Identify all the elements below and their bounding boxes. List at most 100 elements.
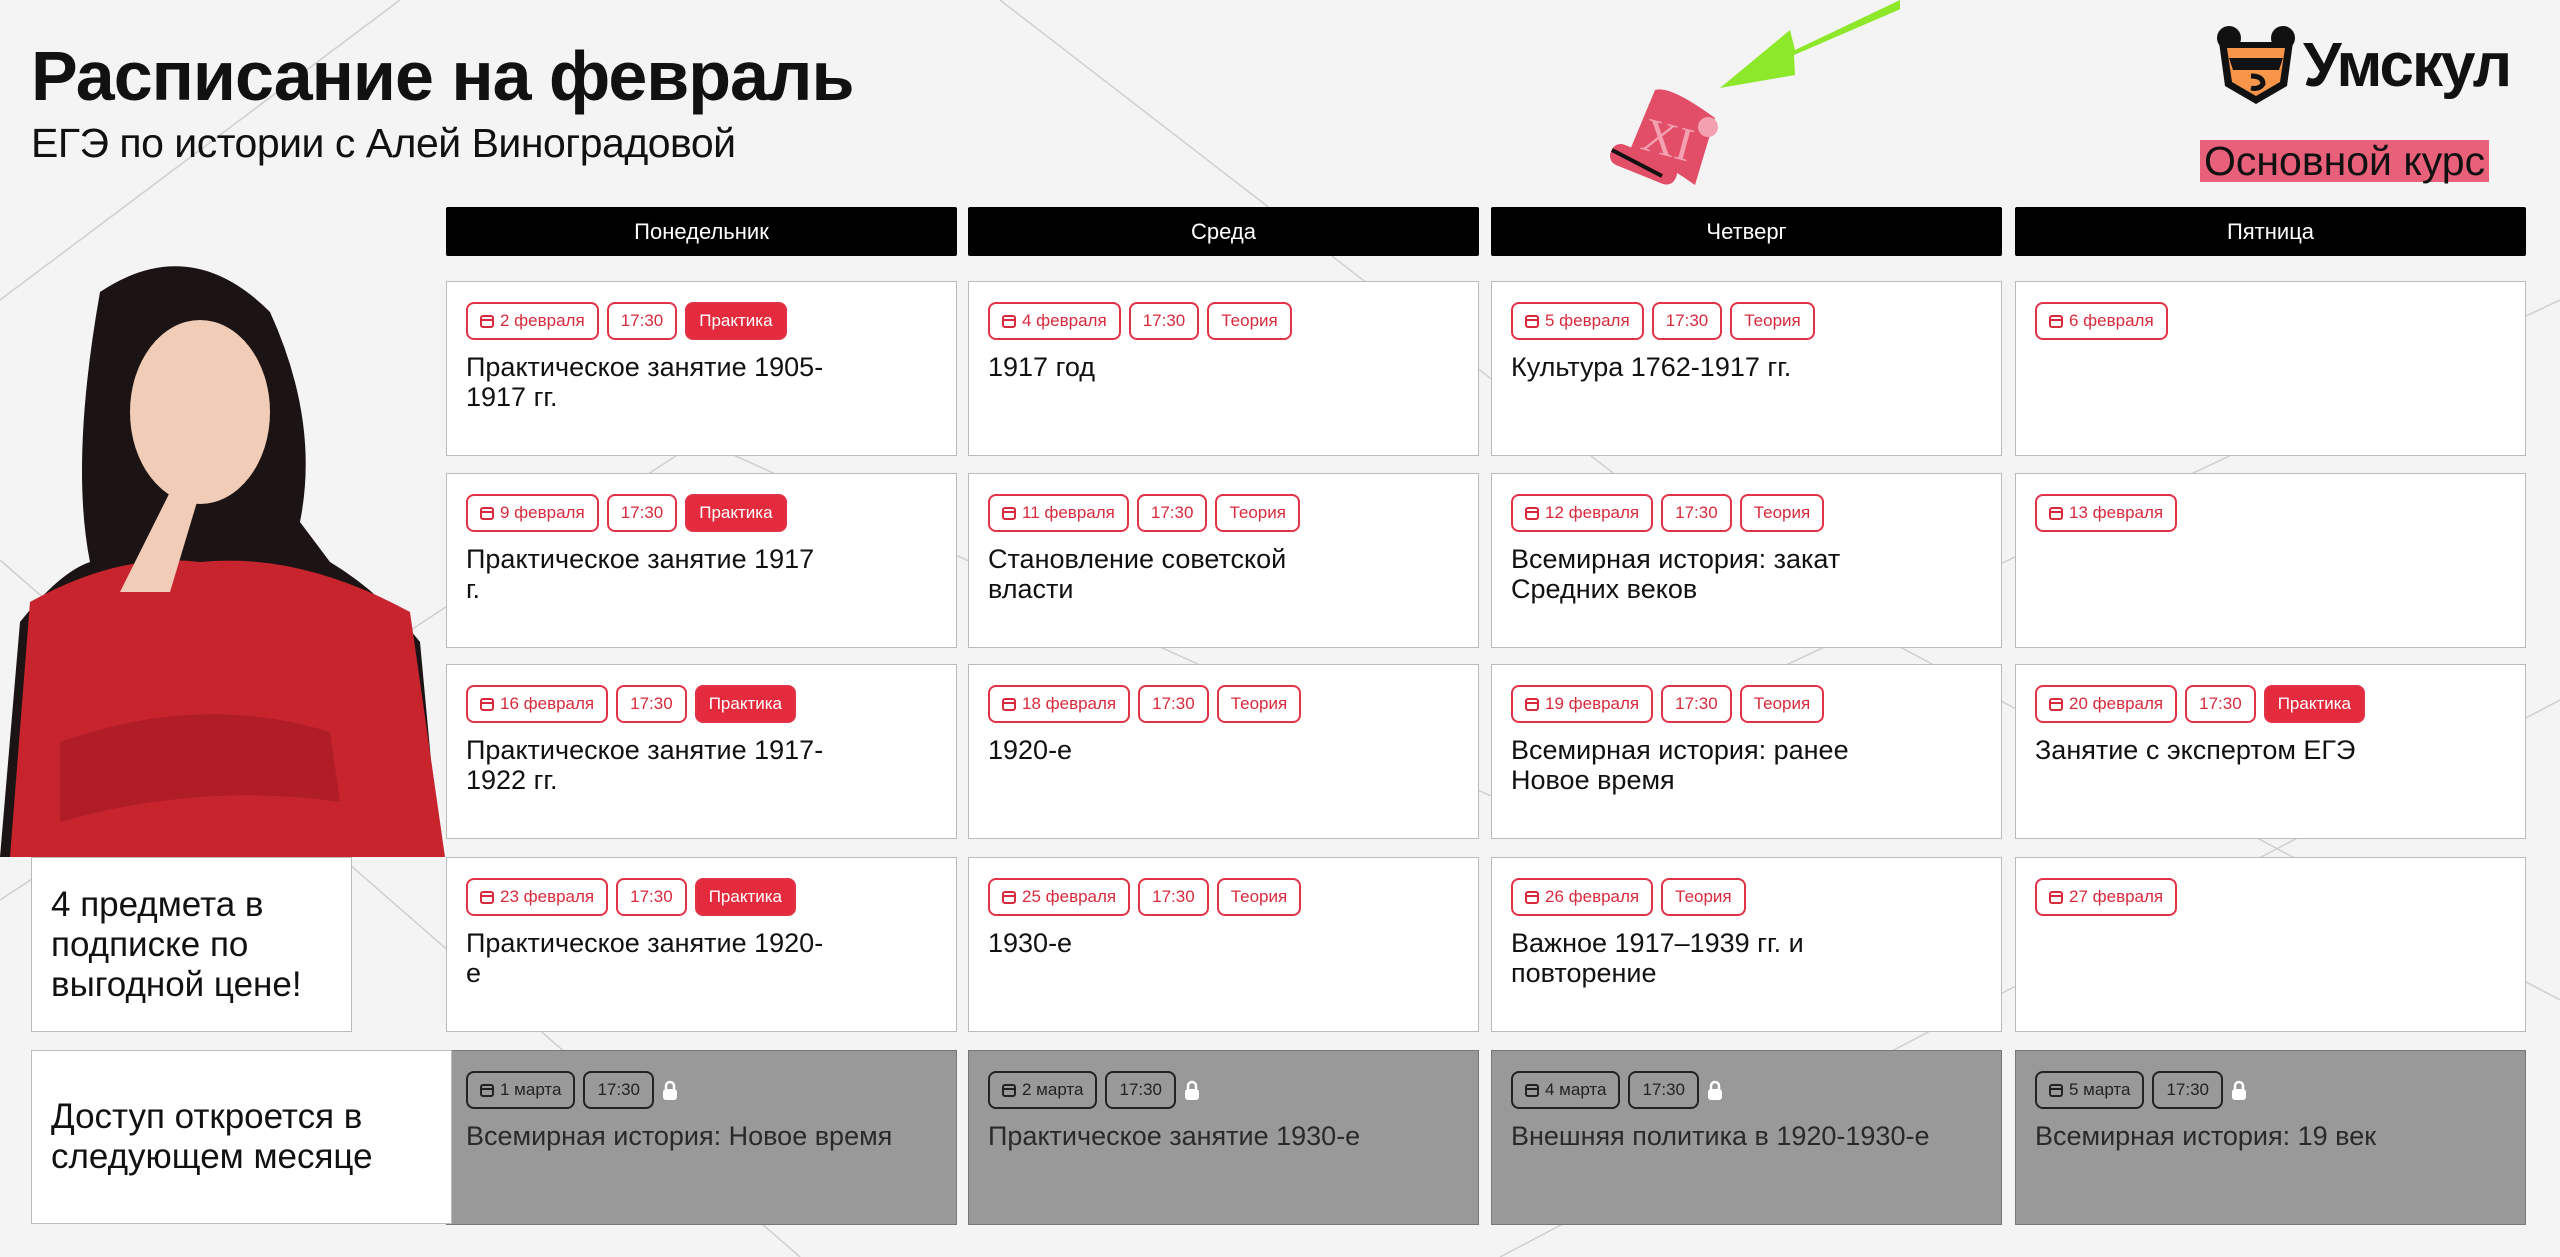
time-badge: 17:30 <box>606 494 678 532</box>
date-badge: 25 февраля <box>988 878 1131 916</box>
time-badge: 17:30 <box>1105 1071 1176 1109</box>
lesson-card[interactable]: 9 февраля 17:30 Практика Практическое занят… <box>446 473 957 648</box>
date-text: 5 февраля <box>1545 311 1630 330</box>
date-badge: 20 февраля <box>2035 685 2178 723</box>
date-badge: 2 февраля <box>466 302 599 340</box>
date-text: 1 марта <box>500 1080 562 1099</box>
page-title: Расписание на февраль <box>31 37 854 115</box>
type-badge: Практика <box>694 685 796 723</box>
calendar-icon <box>2049 506 2063 520</box>
time-badge: 17:30 <box>1628 1071 1699 1109</box>
type-badge: Практика <box>685 494 787 532</box>
lesson-title: 1930-е <box>988 928 1073 958</box>
lesson-title: Культура 1762-1917 гг. <box>1511 352 1792 382</box>
lesson-tags: 6 февраля <box>2035 302 2525 340</box>
subscription-promo[interactable]: 4 предмета в подписке по выгодной цене! <box>31 857 352 1032</box>
teacher-photo <box>0 266 445 857</box>
date-badge: 4 февраля <box>988 302 1121 340</box>
lesson-tags: 4 марта 17:30 <box>1511 1071 2001 1109</box>
lesson-card[interactable]: 26 февраля Теория Важное 1917–1939 гг. и п… <box>1491 857 2002 1032</box>
calendar-icon <box>1525 314 1539 328</box>
lesson-tags: 9 февраля 17:30 Практика <box>466 494 956 532</box>
bear-logo-icon <box>2217 26 2295 104</box>
date-badge: 26 февраля <box>1511 878 1654 916</box>
date-badge: 27 февраля <box>2035 878 2178 916</box>
lesson-title: 1920-е <box>988 735 1073 765</box>
locked-lesson-card[interactable]: 2 марта 17:30 Практическое занятие 1930-е <box>968 1050 1479 1225</box>
calendar-icon <box>1002 890 1016 904</box>
lesson-card[interactable]: 12 февраля 17:30 Теория Всемирная история: … <box>1491 473 2002 648</box>
time-badge: 17:30 <box>606 302 678 340</box>
date-text: 12 февраля <box>1545 503 1640 522</box>
date-text: 18 февраля <box>1022 694 1117 713</box>
lesson-card[interactable]: 6 февраля <box>2015 281 2526 456</box>
lesson-title: Практическое занятие 1905-1917 гг. <box>466 352 824 412</box>
time-badge: 17:30 <box>1651 302 1723 340</box>
lesson-card[interactable]: 23 февраля 17:30 Практика Практическое заня… <box>446 857 957 1032</box>
date-text: 9 февраля <box>500 503 585 522</box>
lesson-title: Становление советской власти <box>988 544 1287 604</box>
date-badge: 6 февраля <box>2035 302 2168 340</box>
lesson-card[interactable]: 18 февраля 17:30 Теория 1920-е <box>968 664 1479 839</box>
scroll-icon: XI <box>1609 89 1718 185</box>
lesson-tags: 5 марта 17:30 <box>2035 1071 2525 1109</box>
type-badge: Теория <box>1730 302 1815 340</box>
lock-icon <box>662 1080 678 1100</box>
locked-lesson-card[interactable]: 1 марта 17:30 Всемирная история: Новое вре… <box>446 1050 957 1225</box>
lesson-card[interactable]: 19 февраля 17:30 Теория Всемирная история: … <box>1491 664 2002 839</box>
date-badge: 19 февраля <box>1511 685 1654 723</box>
time-badge: 17:30 <box>1128 302 1200 340</box>
lesson-tags: 1 марта 17:30 <box>466 1071 956 1109</box>
locked-lesson-card[interactable]: 4 марта 17:30 Внешняя политика в 1920-1930… <box>1491 1050 2002 1225</box>
calendar-icon <box>2049 1083 2063 1097</box>
date-text: 13 февраля <box>2069 503 2164 522</box>
lesson-card[interactable]: 27 февраля <box>2015 857 2526 1032</box>
date-badge: 5 февраля <box>1511 302 1644 340</box>
lesson-card[interactable]: 20 февраля 17:30 Практика Занятие с эксперт… <box>2015 664 2526 839</box>
date-text: 19 февраля <box>1545 694 1640 713</box>
lesson-card[interactable]: 11 февраля 17:30 Теория Становление советск… <box>968 473 1479 648</box>
lesson-card[interactable]: 16 февраля 17:30 Практика Практическое заня… <box>446 664 957 839</box>
date-badge: 4 марта <box>1511 1071 1621 1109</box>
calendar-icon <box>2049 890 2063 904</box>
lesson-title: Практическое занятие 1920-е <box>466 928 824 988</box>
lesson-tags: 12 февраля 17:30 Теория <box>1511 494 2001 532</box>
lesson-title: Практическое занятие 1917 г. <box>466 544 815 604</box>
lesson-card[interactable]: 4 февраля 17:30 Теория 1917 год <box>968 281 1479 456</box>
locked-lesson-card[interactable]: 5 марта 17:30 Всемирная история: 19 век <box>2015 1050 2526 1225</box>
date-text: 25 февраля <box>1022 887 1117 906</box>
date-text: 26 февраля <box>1545 887 1640 906</box>
calendar-icon <box>1002 314 1016 328</box>
date-text: 2 февраля <box>500 311 585 330</box>
date-text: 5 марта <box>2069 1080 2131 1099</box>
lesson-card[interactable]: 2 февраля 17:30 Практика Практическое занят… <box>446 281 957 456</box>
logo-text: Умскул <box>2303 30 2512 100</box>
day-header: Пятница <box>2015 207 2526 256</box>
calendar-icon <box>1525 697 1539 711</box>
type-badge: Практика <box>2263 685 2365 723</box>
type-badge: Теория <box>1739 494 1825 532</box>
date-text: 4 февраля <box>1022 311 1107 330</box>
type-badge: Практика <box>685 302 787 340</box>
lesson-tags: 13 февраля <box>2035 494 2525 532</box>
lesson-card[interactable]: 25 февраля 17:30 Теория 1930-е <box>968 857 1479 1032</box>
date-text: 6 февраля <box>2069 311 2154 330</box>
lesson-tags: 16 февраля 17:30 Практика <box>466 685 956 723</box>
calendar-icon <box>1525 506 1539 520</box>
date-badge: 13 февраля <box>2035 494 2178 532</box>
type-badge: Теория <box>1207 302 1292 340</box>
type-badge: Теория <box>1216 685 1302 723</box>
lesson-card[interactable]: 5 февраля 17:30 Теория Культура 1762-1917 г… <box>1491 281 2002 456</box>
date-text: 20 февраля <box>2069 694 2164 713</box>
lesson-tags: 18 февраля 17:30 Теория <box>988 685 1478 723</box>
lesson-tags: 25 февраля 17:30 Теория <box>988 878 1478 916</box>
calendar-icon <box>1002 697 1016 711</box>
lesson-tags: 2 марта 17:30 <box>988 1071 1478 1109</box>
calendar-icon <box>1002 506 1016 520</box>
date-text: 4 марта <box>1545 1080 1607 1099</box>
type-badge: Теория <box>1739 685 1825 723</box>
time-badge: 17:30 <box>1136 494 1208 532</box>
lesson-title: Занятие с экспертом ЕГЭ <box>2035 735 2356 765</box>
lesson-card[interactable]: 13 февраля <box>2015 473 2526 648</box>
lesson-title: Всемирная история: закат Средних веков <box>1511 544 1841 604</box>
